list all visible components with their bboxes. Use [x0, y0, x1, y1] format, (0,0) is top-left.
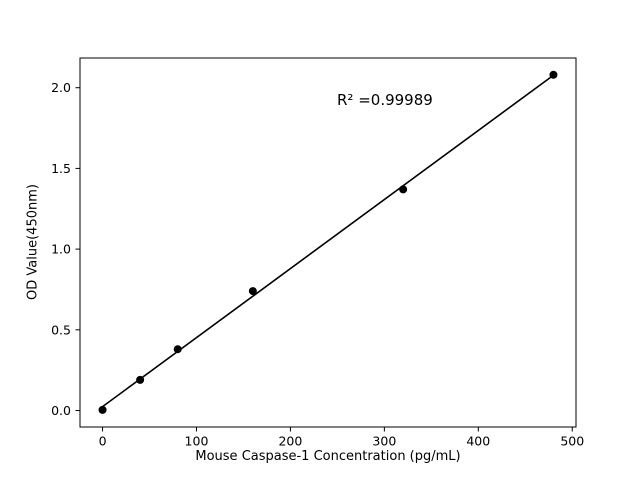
r-squared-annotation: R² =0.99989	[337, 91, 433, 109]
x-tick-label: 500	[560, 434, 584, 449]
data-point	[136, 375, 145, 384]
y-tick-label: 0.5	[51, 322, 71, 337]
x-tick-label: 100	[185, 434, 209, 449]
data-point	[98, 405, 107, 414]
x-tick-label: 0	[99, 434, 107, 449]
x-tick-label: 300	[372, 434, 396, 449]
plot-border	[79, 57, 577, 428]
y-tick-label: 1.0	[51, 242, 71, 257]
y-tick-label: 1.5	[51, 161, 71, 176]
y-axis-label: OD Value(450nm)	[25, 184, 41, 300]
x-axis-label: Mouse Caspase-1 Concentration (pg/mL)	[195, 449, 461, 464]
data-point	[549, 70, 558, 79]
x-tick-label: 400	[466, 434, 490, 449]
data-point	[173, 345, 182, 354]
y-tick-label: 2.0	[51, 80, 71, 95]
y-tick-label: 0.0	[51, 403, 71, 418]
data-point	[399, 185, 408, 194]
x-tick-label: 200	[278, 434, 302, 449]
data-point	[248, 287, 257, 296]
